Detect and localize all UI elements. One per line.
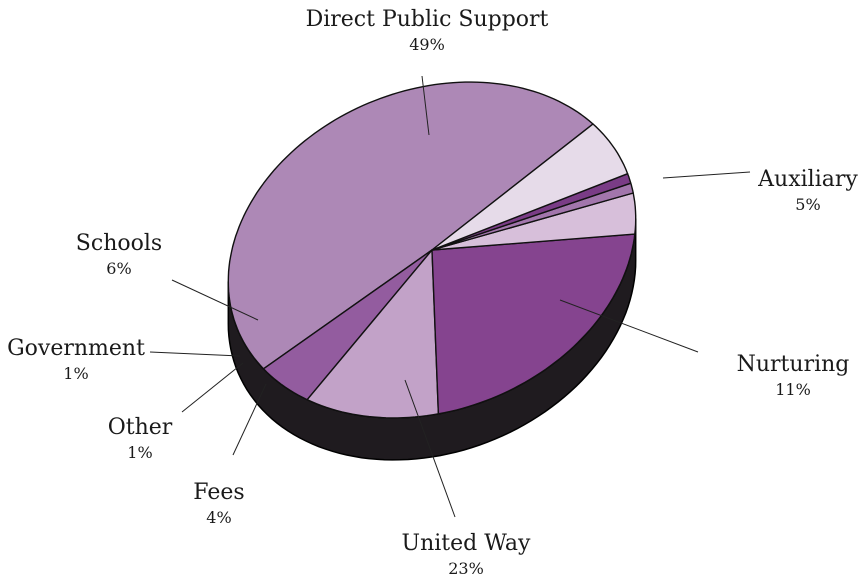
pie-slices-group — [227, 81, 637, 419]
slice-value-government: 1% — [63, 364, 88, 383]
slice-value-schools: 6% — [106, 259, 131, 278]
slice-label-government: Government — [7, 336, 145, 361]
slice-label-schools: Schools — [76, 231, 162, 256]
slice-label-fees: Fees — [193, 480, 244, 505]
slice-value-other: 1% — [127, 443, 152, 462]
pie-slice-auxiliary — [262, 249, 433, 401]
slice-label-united-way: United Way — [402, 531, 531, 556]
pie-slice-united-way — [431, 233, 636, 415]
leader-lines-group — [149, 75, 751, 518]
slice-label-auxiliary: Auxiliary — [757, 167, 858, 192]
leader-line-auxiliary — [662, 171, 751, 179]
slice-label-other: Other — [108, 415, 173, 440]
slice-value-direct-public-support: 49% — [409, 35, 445, 54]
leader-line-fees — [232, 383, 267, 456]
labels-group: Direct Public Support 49% Auxiliary 5% Nurtu… — [7, 7, 858, 578]
pie-slice-schools — [431, 123, 629, 251]
slice-value-fees: 4% — [206, 508, 231, 527]
leader-line-government — [149, 351, 241, 357]
leader-line-other — [181, 362, 244, 413]
slice-label-direct-public-support: Direct Public Support — [306, 7, 549, 32]
leader-line-united-way — [404, 379, 456, 518]
slice-label-nurturing: Nurturing — [737, 352, 850, 377]
leader-line-nurturing — [559, 299, 699, 353]
leader-line-schools — [171, 279, 259, 321]
leader-line-direct-public-support — [421, 75, 430, 136]
slice-value-auxiliary: 5% — [795, 195, 820, 214]
slice-value-united-way: 23% — [448, 559, 484, 578]
slice-value-nurturing: 11% — [775, 380, 811, 399]
pie-slice-direct-public-support — [227, 81, 594, 370]
